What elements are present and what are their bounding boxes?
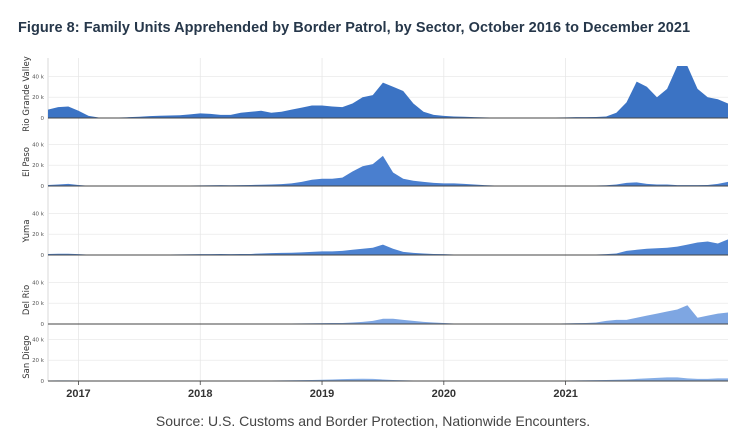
san-diego-y-tick-label: 20 k xyxy=(32,358,45,364)
rio-grande-valley-y-tick-label: 0 xyxy=(41,116,45,122)
el-paso-panel-label: El Paso xyxy=(22,147,32,177)
el-paso-y-tick-label: 20 k xyxy=(32,163,45,169)
del-rio-y-tick-label: 40 k xyxy=(32,280,45,286)
x-tick-label-2018: 2018 xyxy=(188,388,212,400)
yuma-y-tick-label: 0 xyxy=(41,253,45,259)
yuma-y-tick-label: 40 k xyxy=(32,211,45,217)
del-rio-y-tick-label: 0 xyxy=(41,322,45,328)
x-tick-label-2017: 2017 xyxy=(66,388,90,400)
rio-grande-valley-area xyxy=(48,66,728,118)
yuma-area xyxy=(48,239,728,255)
del-rio-area xyxy=(48,305,728,324)
rio-grande-valley-panel-label: Rio Grande Valley xyxy=(22,56,32,132)
rio-grande-valley-y-tick-label: 40 k xyxy=(32,74,45,80)
el-paso-y-tick-label: 0 xyxy=(41,184,45,190)
san-diego-y-tick-label: 0 xyxy=(41,379,45,385)
rio-grande-valley-y-tick-label: 20 k xyxy=(32,95,45,101)
chart-title: Figure 8: Family Units Apprehended by Bo… xyxy=(18,20,691,36)
yuma-y-tick-label: 20 k xyxy=(32,232,45,238)
san-diego-area xyxy=(48,377,728,381)
x-tick-label-2019: 2019 xyxy=(310,388,334,400)
yuma-panel-label: Yuma xyxy=(22,219,32,243)
del-rio-y-tick-label: 20 k xyxy=(32,301,45,307)
el-paso-y-tick-label: 40 k xyxy=(32,142,45,148)
san-diego-panel-label: San Diego xyxy=(22,335,32,378)
x-tick-label-2020: 2020 xyxy=(432,388,456,400)
el-paso-area xyxy=(48,155,728,186)
x-tick-label-2021: 2021 xyxy=(553,388,577,400)
del-rio-panel-label: Del Rio xyxy=(22,285,32,315)
source-note: Source: U.S. Customs and Border Protecti… xyxy=(155,413,591,429)
san-diego-y-tick-label: 40 k xyxy=(32,337,45,343)
